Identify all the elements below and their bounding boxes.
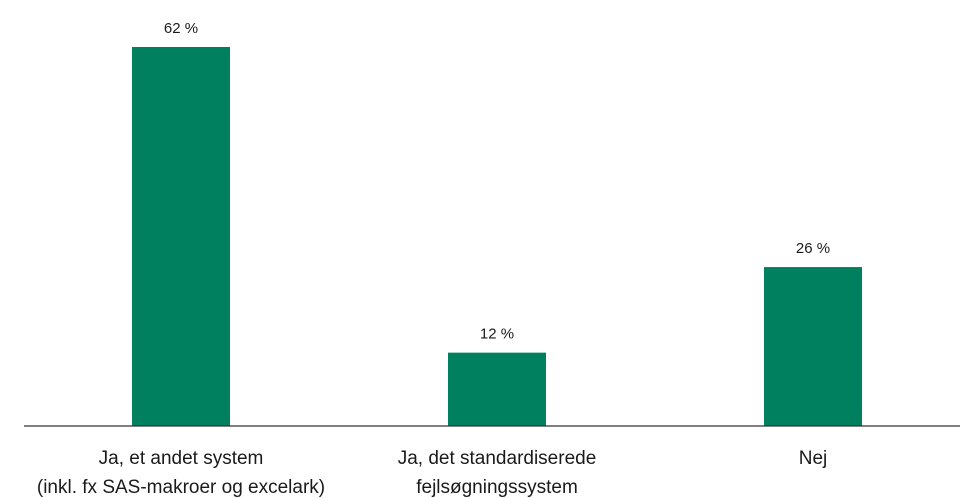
category-label-2: Nej <box>799 448 828 469</box>
category-label-line: Ja, det standardiserede <box>398 448 597 469</box>
category-label-1: Ja, det standardiserede fejlsøgningssyste… <box>398 448 597 498</box>
category-label-line: fejlsøgningssystem <box>416 477 578 498</box>
category-label-line: (inkl. fx SAS-makroer og excelark) <box>37 477 325 498</box>
value-label-2: 26 % <box>796 240 830 257</box>
category-label-0: Ja, et andet system (inkl. fx SAS-makroer… <box>37 448 325 498</box>
bars-group <box>132 47 862 426</box>
value-label-1: 12 % <box>480 326 514 343</box>
bar-0 <box>132 47 230 426</box>
category-label-line: Nej <box>799 448 828 469</box>
bar-1 <box>448 352 546 426</box>
category-label-line: Ja, et andet system <box>99 448 264 469</box>
category-labels-group: Ja, et andet system (inkl. fx SAS-makroer… <box>37 448 827 498</box>
value-labels-group: 62 % 12 % 26 % <box>164 20 830 343</box>
value-label-0: 62 % <box>164 20 198 37</box>
bar-2 <box>764 267 862 426</box>
